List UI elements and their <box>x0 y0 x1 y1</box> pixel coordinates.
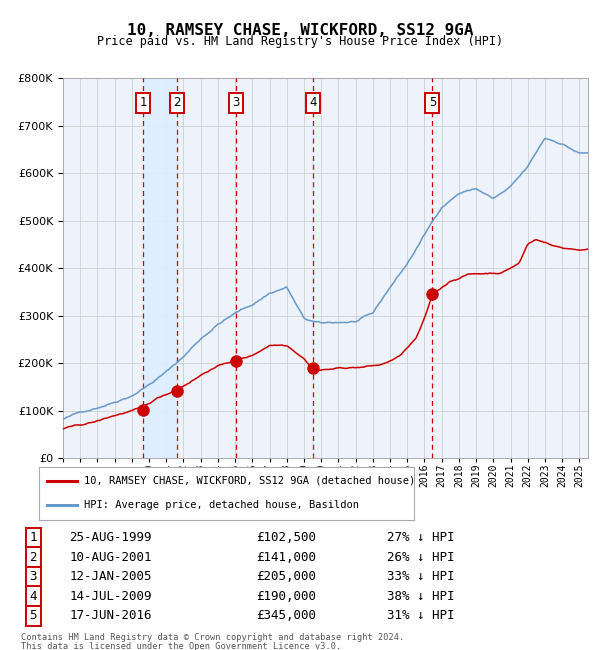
Text: 3: 3 <box>29 570 37 583</box>
Text: £345,000: £345,000 <box>256 609 316 622</box>
Text: 26% ↓ HPI: 26% ↓ HPI <box>386 551 454 564</box>
Text: 33% ↓ HPI: 33% ↓ HPI <box>386 570 454 583</box>
Text: Contains HM Land Registry data © Crown copyright and database right 2024.: Contains HM Land Registry data © Crown c… <box>21 633 404 642</box>
Text: 25-AUG-1999: 25-AUG-1999 <box>69 531 152 544</box>
Text: 4: 4 <box>29 590 37 603</box>
Text: 38% ↓ HPI: 38% ↓ HPI <box>386 590 454 603</box>
Text: 17-JUN-2016: 17-JUN-2016 <box>69 609 152 622</box>
Bar <box>143 78 177 458</box>
Text: £141,000: £141,000 <box>256 551 316 564</box>
Text: £190,000: £190,000 <box>256 590 316 603</box>
Text: 2: 2 <box>29 551 37 564</box>
Text: 4: 4 <box>310 96 317 109</box>
Text: HPI: Average price, detached house, Basildon: HPI: Average price, detached house, Basi… <box>84 500 359 510</box>
Text: 5: 5 <box>29 609 37 622</box>
Text: 12-JAN-2005: 12-JAN-2005 <box>69 570 152 583</box>
Text: 10, RAMSEY CHASE, WICKFORD, SS12 9GA: 10, RAMSEY CHASE, WICKFORD, SS12 9GA <box>127 23 473 38</box>
Text: 1: 1 <box>29 531 37 544</box>
Text: 27% ↓ HPI: 27% ↓ HPI <box>386 531 454 544</box>
Text: 5: 5 <box>429 96 436 109</box>
Text: £102,500: £102,500 <box>256 531 316 544</box>
Text: 10-AUG-2001: 10-AUG-2001 <box>69 551 152 564</box>
Text: 1: 1 <box>139 96 147 109</box>
Text: 31% ↓ HPI: 31% ↓ HPI <box>386 609 454 622</box>
Text: £205,000: £205,000 <box>256 570 316 583</box>
Text: 2: 2 <box>173 96 181 109</box>
Text: 14-JUL-2009: 14-JUL-2009 <box>69 590 152 603</box>
Text: 3: 3 <box>232 96 239 109</box>
Text: Price paid vs. HM Land Registry's House Price Index (HPI): Price paid vs. HM Land Registry's House … <box>97 35 503 48</box>
Text: This data is licensed under the Open Government Licence v3.0.: This data is licensed under the Open Gov… <box>21 642 341 650</box>
Text: 10, RAMSEY CHASE, WICKFORD, SS12 9GA (detached house): 10, RAMSEY CHASE, WICKFORD, SS12 9GA (de… <box>84 476 415 486</box>
